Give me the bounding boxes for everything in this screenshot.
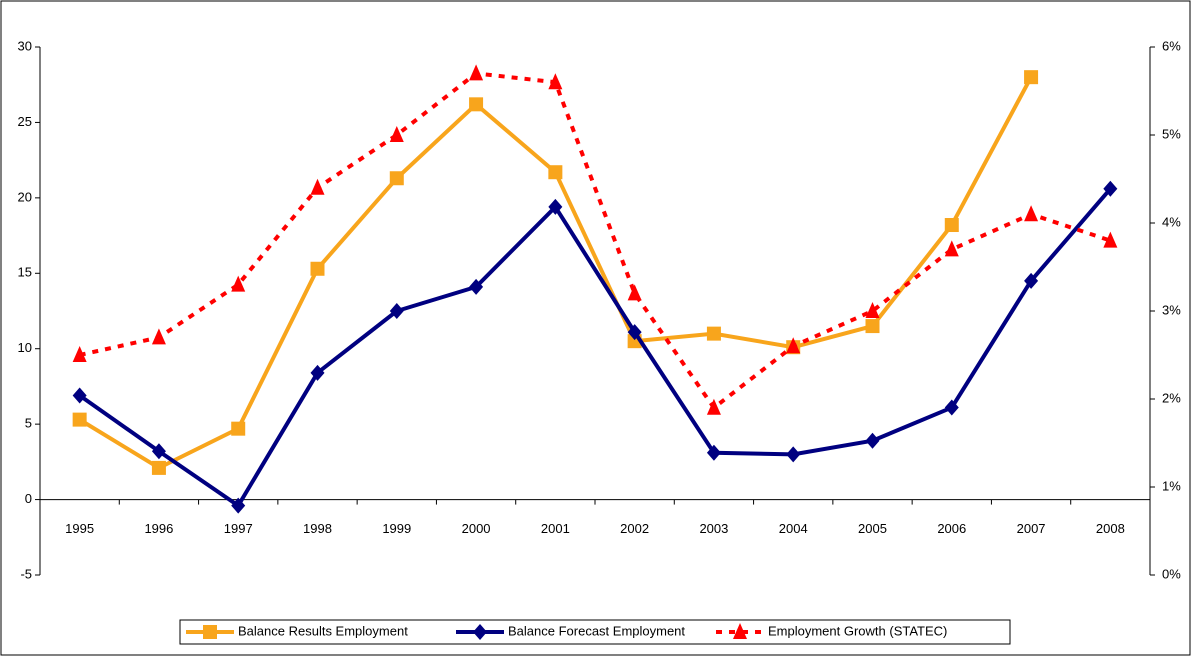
marker [72,346,87,362]
x-tick-label: 1995 [65,521,94,536]
marker [627,324,642,341]
marker [389,303,404,319]
marker [548,198,563,215]
marker [1103,231,1118,248]
marker [151,328,166,345]
x-tick-label: 2000 [462,521,491,536]
y2-tick-label: 0% [1162,566,1181,581]
marker [151,460,166,475]
marker [706,326,721,341]
y2-tick-label: 2% [1162,390,1181,405]
y2-tick-label: 5% [1162,126,1181,141]
marker [706,398,721,415]
x-tick-label: 2001 [541,521,570,536]
x-tick-label: 2003 [699,521,728,536]
marker [310,178,325,195]
y2-tick-label: 4% [1162,214,1181,229]
x-tick-label: 2006 [937,521,966,536]
marker [151,443,166,460]
x-tick-label: 2008 [1096,521,1125,536]
marker [548,165,563,180]
marker [627,284,642,301]
y2-tick-label: 1% [1162,478,1181,493]
marker [865,319,880,334]
marker [706,444,721,461]
marker [389,171,404,186]
y-tick-label: 10 [18,340,32,355]
y-tick-label: 30 [18,38,32,53]
marker [72,387,87,404]
x-tick-label: 2007 [1017,521,1046,536]
y2-tick-label: 3% [1162,302,1181,317]
marker [865,302,880,318]
x-tick-label: 1999 [382,521,411,536]
marker [203,625,217,639]
y-tick-label: 5 [25,416,32,431]
series-line [78,187,1112,509]
y-tick-label: 25 [18,114,32,129]
marker [310,261,325,276]
x-tick-label: 1996 [144,521,173,536]
marker [944,240,959,257]
marker [1103,180,1118,197]
y-tick-label: 0 [25,491,32,506]
marker [389,126,404,142]
series-line [79,71,1111,411]
legend-label: Balance Results Employment [238,623,408,638]
marker [473,624,487,640]
marker [944,399,959,416]
marker [231,275,246,292]
marker [310,364,325,381]
legend-box [179,619,1011,645]
marker [865,432,880,449]
marker [231,421,246,436]
marker [548,73,563,90]
marker [786,337,801,354]
x-tick-label: 1998 [303,521,332,536]
marker [469,64,484,81]
y-tick-label: 15 [18,265,32,280]
y-tick-label: -5 [20,566,32,581]
marker [72,412,87,427]
y2-tick-label: 6% [1162,38,1181,53]
x-tick-label: 1997 [224,521,253,536]
marker [1024,272,1039,289]
marker [469,278,484,295]
marker [944,218,959,233]
legend-label: Balance Forecast Employment [508,623,685,638]
marker [733,623,747,639]
legend-label: Employment Growth (STATEC) [768,623,947,638]
marker [231,497,246,514]
x-tick-label: 2004 [779,521,808,536]
x-tick-label: 2002 [620,521,649,536]
marker [786,446,801,463]
marker [469,97,484,112]
marker [1024,205,1039,222]
marker [1024,70,1039,85]
y-tick-label: 20 [18,189,32,204]
x-tick-label: 2005 [858,521,887,536]
